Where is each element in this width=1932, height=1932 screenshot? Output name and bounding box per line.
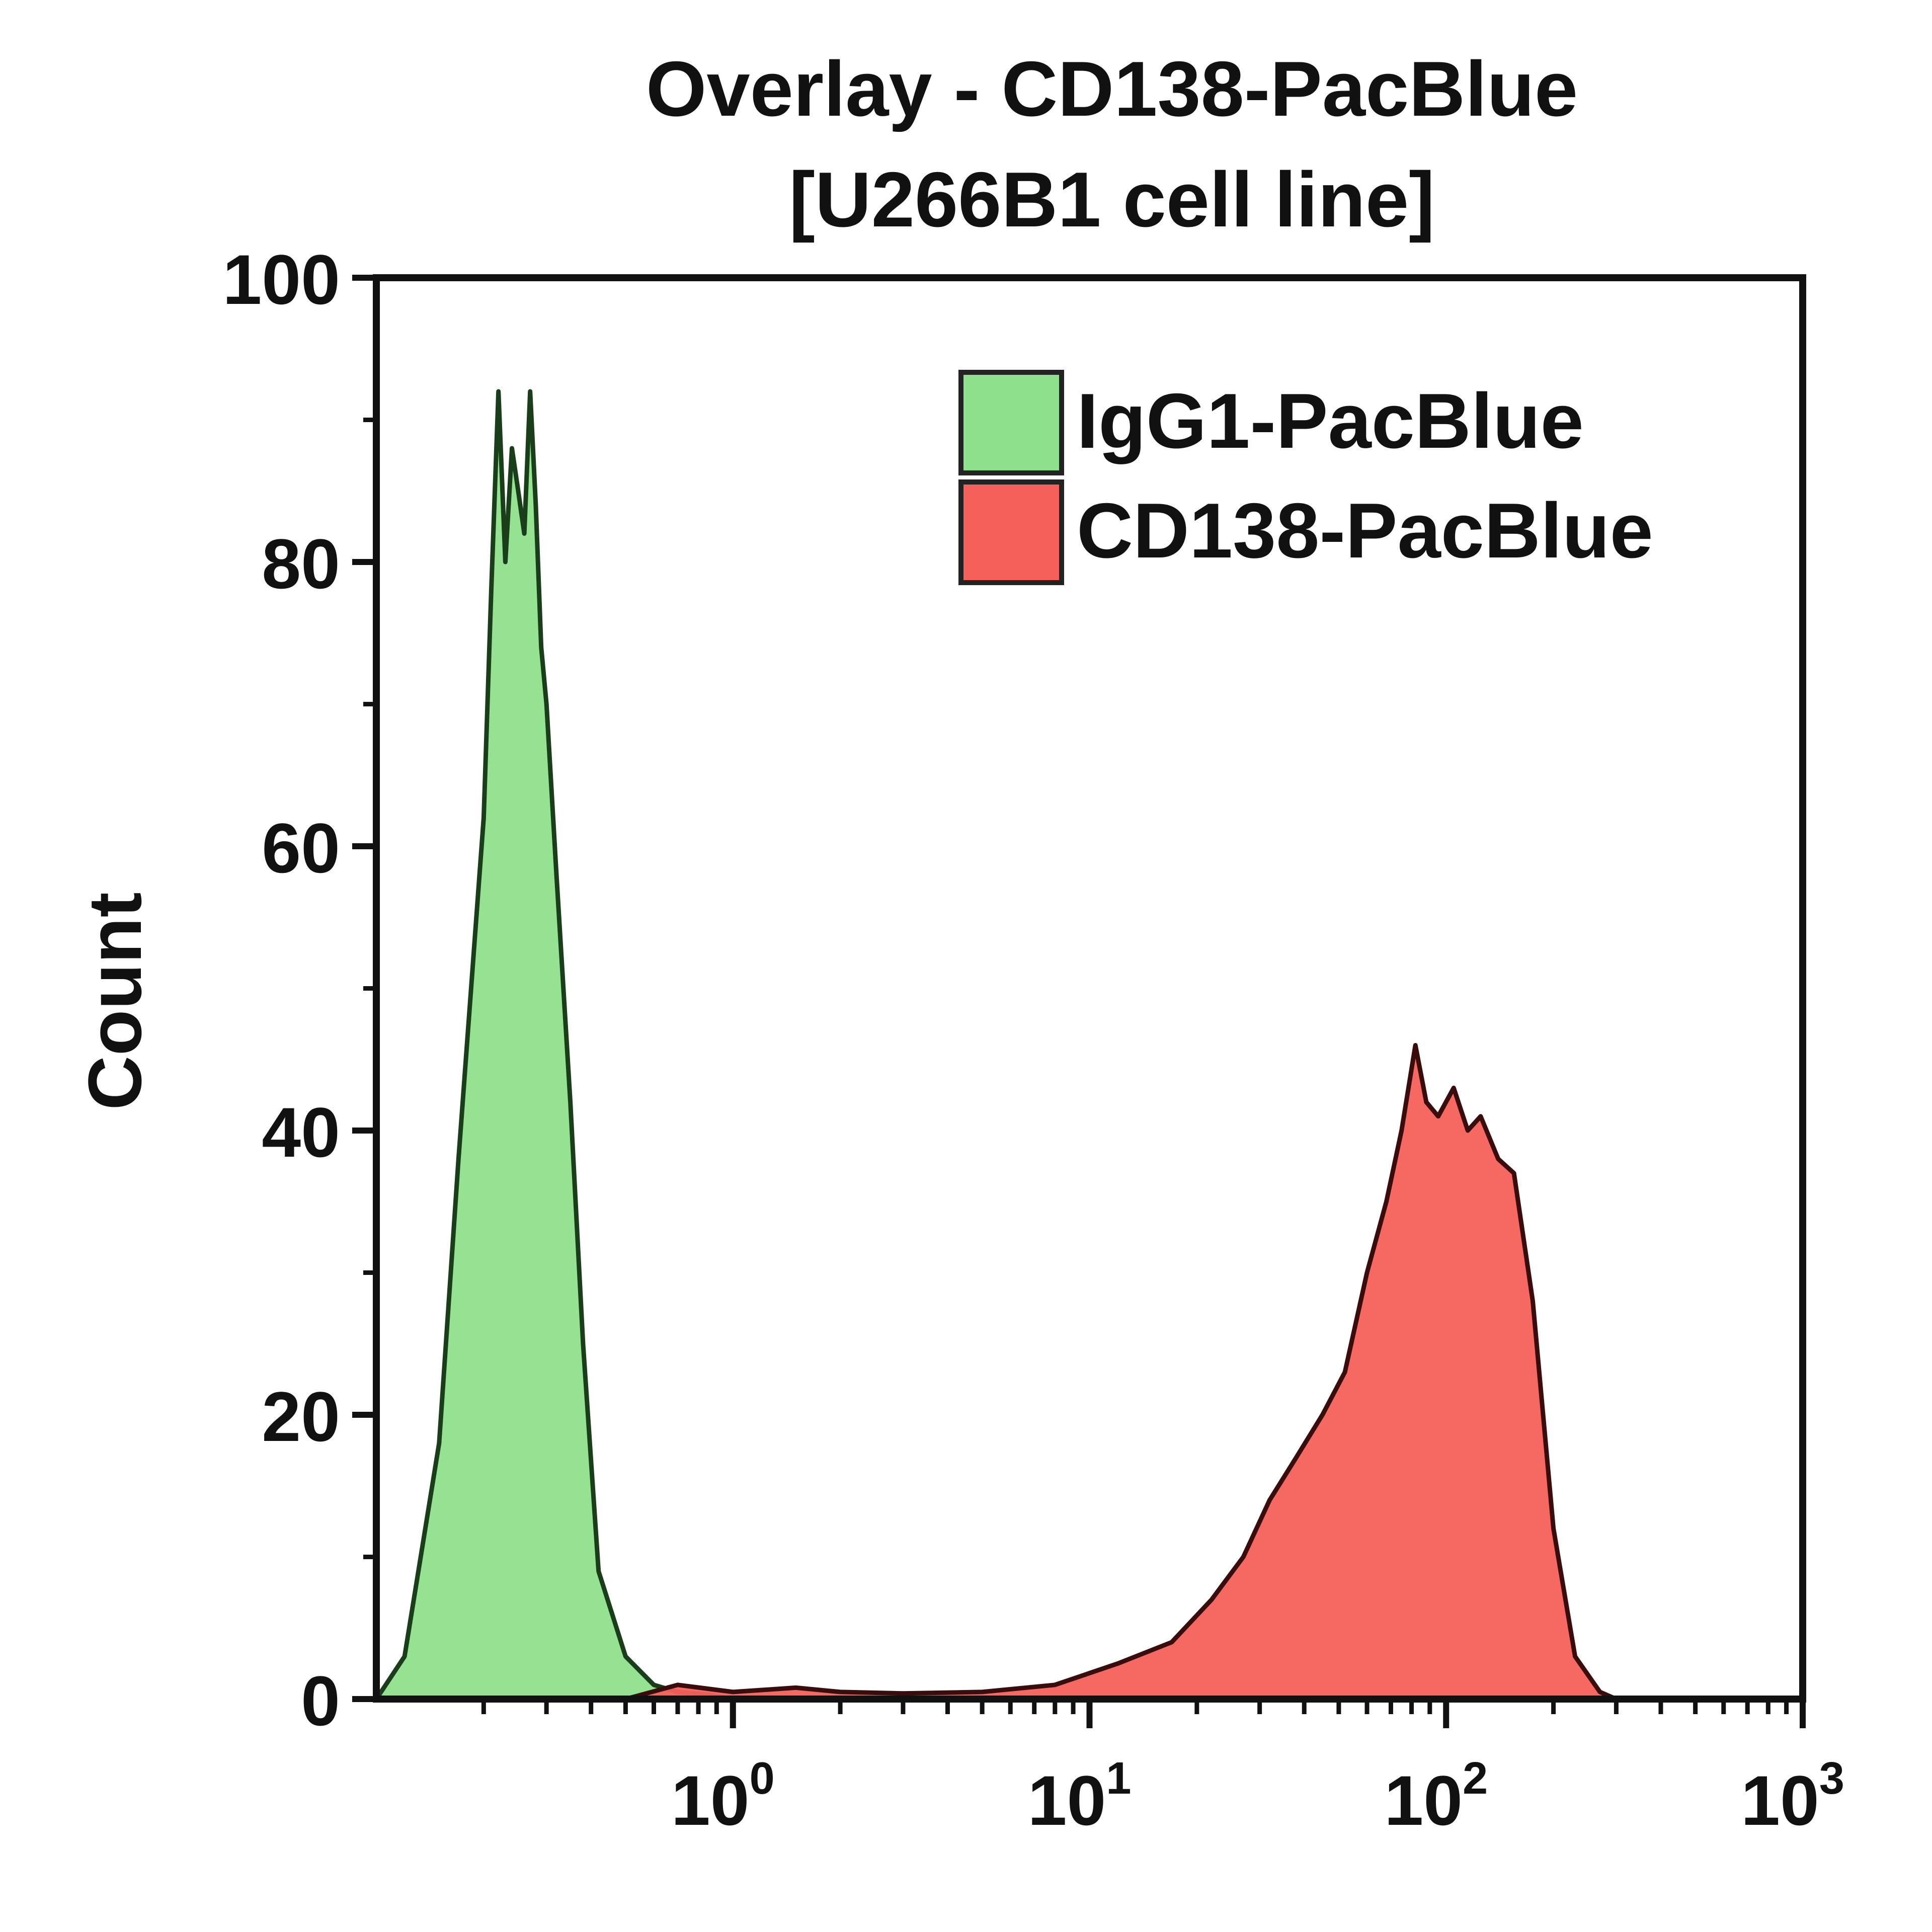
legend-label: CD138-PacBlue (1077, 487, 1653, 574)
series-area-1 (623, 1043, 1619, 1702)
x-tick-label: 102 (1384, 1753, 1488, 1840)
series-area-layer (374, 389, 1619, 1702)
y-tick-label: 80 (262, 524, 340, 603)
x-tick-label: 103 (1741, 1753, 1844, 1840)
x-axis: 100 101 102 103 (481, 1699, 1844, 1840)
chart-title: Overlay - CD138-PacBlue [U266B1 cell lin… (646, 45, 1578, 243)
y-tick-label: 0 (301, 1661, 340, 1740)
legend-swatch (958, 370, 1064, 475)
x-tick-label: 100 (671, 1753, 775, 1840)
y-axis: 0 20 40 60 80 100 (222, 240, 376, 1740)
legend-swatch (958, 479, 1064, 585)
x-tick-label: 101 (1028, 1753, 1132, 1840)
y-axis-label: Count (72, 892, 157, 1110)
legend: IgG1-PacBlue CD138-PacBlue (958, 370, 1653, 585)
chart-title-text: Overlay - CD138-PacBlue (646, 45, 1578, 132)
legend-label: IgG1-PacBlue (1077, 377, 1584, 464)
y-tick-label: 40 (262, 1093, 340, 1172)
y-tick-label: 60 (262, 809, 340, 888)
series-area-0 (374, 389, 736, 1702)
y-tick-label: 100 (222, 240, 340, 319)
chart-subtitle-text: [U266B1 cell line] (789, 156, 1435, 243)
y-tick-label: 20 (262, 1377, 340, 1456)
